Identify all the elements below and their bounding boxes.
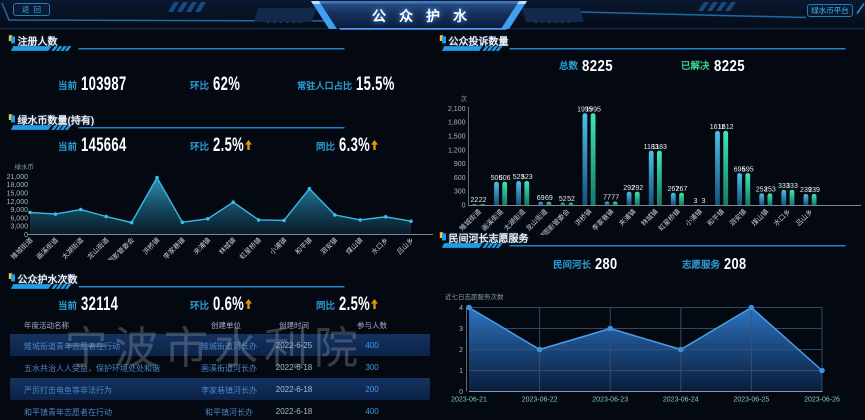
svg-text:1,500: 1,500 bbox=[448, 134, 466, 141]
svg-text:292: 292 bbox=[623, 185, 635, 192]
svg-text:林城镇: 林城镇 bbox=[217, 235, 238, 256]
svg-text:695: 695 bbox=[742, 166, 754, 173]
svg-text:虹星桥镇: 虹星桥镇 bbox=[656, 207, 682, 233]
svg-text:1995: 1995 bbox=[585, 107, 601, 114]
svg-text:0: 0 bbox=[24, 232, 28, 239]
svg-text:300: 300 bbox=[454, 189, 466, 196]
svg-text:和平镇: 和平镇 bbox=[293, 235, 314, 256]
svg-text:1183: 1183 bbox=[644, 144, 659, 151]
svg-text:1183: 1183 bbox=[652, 144, 667, 151]
svg-text:水口乡: 水口乡 bbox=[369, 235, 390, 256]
svg-text:1612: 1612 bbox=[710, 124, 726, 131]
svg-text:2023-06-21: 2023-06-21 bbox=[451, 397, 487, 404]
svg-text:2023-06-23: 2023-06-23 bbox=[592, 397, 628, 404]
svg-text:333: 333 bbox=[778, 183, 790, 190]
svg-text:虹星桥镇: 虹星桥镇 bbox=[237, 235, 263, 260]
svg-text:太湖街道: 太湖街道 bbox=[60, 235, 86, 260]
svg-text:15,000: 15,000 bbox=[7, 191, 29, 198]
svg-text:泗安镇: 泗安镇 bbox=[318, 235, 339, 256]
svg-text:夹浦镇: 夹浦镇 bbox=[191, 235, 212, 256]
svg-text:吕山乡: 吕山乡 bbox=[794, 207, 815, 228]
svg-text:52: 52 bbox=[559, 196, 567, 203]
svg-text:21,000: 21,000 bbox=[7, 174, 29, 181]
svg-text:李家巷镇: 李家巷镇 bbox=[590, 207, 616, 233]
svg-text:3,000: 3,000 bbox=[10, 224, 28, 231]
svg-text:52: 52 bbox=[567, 196, 575, 203]
svg-text:煤山镇: 煤山镇 bbox=[749, 207, 770, 228]
svg-text:水口乡: 水口乡 bbox=[772, 207, 793, 228]
svg-text:600: 600 bbox=[454, 175, 466, 182]
svg-text:雉城街道: 雉城街道 bbox=[9, 235, 35, 260]
svg-text:523: 523 bbox=[521, 174, 533, 181]
svg-text:小浦镇: 小浦镇 bbox=[683, 207, 704, 228]
svg-text:69: 69 bbox=[545, 195, 553, 202]
svg-text:洪桥镇: 洪桥镇 bbox=[573, 207, 594, 228]
svg-text:695: 695 bbox=[734, 166, 746, 173]
svg-text:69: 69 bbox=[537, 195, 545, 202]
svg-text:李家巷镇: 李家巷镇 bbox=[161, 235, 187, 260]
svg-text:12,000: 12,000 bbox=[7, 199, 29, 206]
svg-text:900: 900 bbox=[454, 161, 466, 168]
svg-text:林城镇: 林城镇 bbox=[639, 207, 660, 228]
svg-text:1: 1 bbox=[459, 368, 463, 375]
svg-text:333: 333 bbox=[786, 183, 798, 190]
svg-text:22: 22 bbox=[479, 197, 487, 204]
svg-text:1612: 1612 bbox=[718, 124, 734, 131]
svg-text:0: 0 bbox=[462, 202, 466, 209]
svg-text:0: 0 bbox=[459, 389, 463, 396]
svg-text:1,200: 1,200 bbox=[448, 147, 466, 154]
svg-text:煤山镇: 煤山镇 bbox=[344, 235, 365, 256]
svg-text:267: 267 bbox=[676, 186, 688, 193]
svg-text:1995: 1995 bbox=[577, 107, 593, 114]
svg-text:小浦镇: 小浦镇 bbox=[268, 235, 289, 256]
svg-text:4: 4 bbox=[459, 305, 463, 312]
svg-text:洪桥镇: 洪桥镇 bbox=[141, 235, 162, 256]
svg-text:292: 292 bbox=[631, 185, 643, 192]
svg-text:253: 253 bbox=[756, 187, 768, 194]
svg-text:239: 239 bbox=[808, 187, 820, 194]
svg-text:77: 77 bbox=[611, 195, 619, 202]
svg-text:龙山街道: 龙山街道 bbox=[85, 235, 111, 260]
svg-text:2023-06-26: 2023-06-26 bbox=[804, 397, 840, 404]
svg-text:3: 3 bbox=[693, 198, 697, 205]
svg-text:2,100: 2,100 bbox=[448, 106, 466, 113]
svg-text:次: 次 bbox=[461, 94, 468, 103]
svg-text:画溪街道: 画溪街道 bbox=[34, 235, 60, 260]
svg-text:18,000: 18,000 bbox=[7, 182, 29, 189]
svg-text:77: 77 bbox=[603, 195, 611, 202]
svg-text:6,000: 6,000 bbox=[10, 215, 28, 222]
svg-text:2023-06-24: 2023-06-24 bbox=[663, 397, 699, 404]
svg-text:绿水币: 绿水币 bbox=[15, 162, 35, 171]
svg-text:和平镇: 和平镇 bbox=[705, 207, 726, 228]
svg-text:近七日志愿服务次数: 近七日志愿服务次数 bbox=[445, 292, 504, 301]
svg-text:22: 22 bbox=[471, 197, 479, 204]
svg-text:267: 267 bbox=[667, 186, 679, 193]
svg-text:9,000: 9,000 bbox=[10, 207, 28, 214]
svg-text:2: 2 bbox=[459, 347, 463, 354]
svg-text:239: 239 bbox=[800, 187, 812, 194]
svg-text:3: 3 bbox=[459, 326, 463, 333]
svg-text:吕山乡: 吕山乡 bbox=[395, 235, 416, 256]
svg-text:253: 253 bbox=[764, 187, 776, 194]
svg-text:523: 523 bbox=[513, 174, 525, 181]
svg-text:2023-06-22: 2023-06-22 bbox=[522, 397, 558, 404]
svg-text:泗安镇: 泗安镇 bbox=[727, 207, 748, 228]
svg-text:506: 506 bbox=[491, 175, 503, 182]
svg-text:夹浦镇: 夹浦镇 bbox=[617, 207, 638, 228]
svg-text:506: 506 bbox=[499, 175, 511, 182]
svg-text:1,800: 1,800 bbox=[448, 120, 466, 127]
svg-text:2023-06-25: 2023-06-25 bbox=[733, 397, 769, 404]
svg-text:3: 3 bbox=[702, 198, 706, 205]
